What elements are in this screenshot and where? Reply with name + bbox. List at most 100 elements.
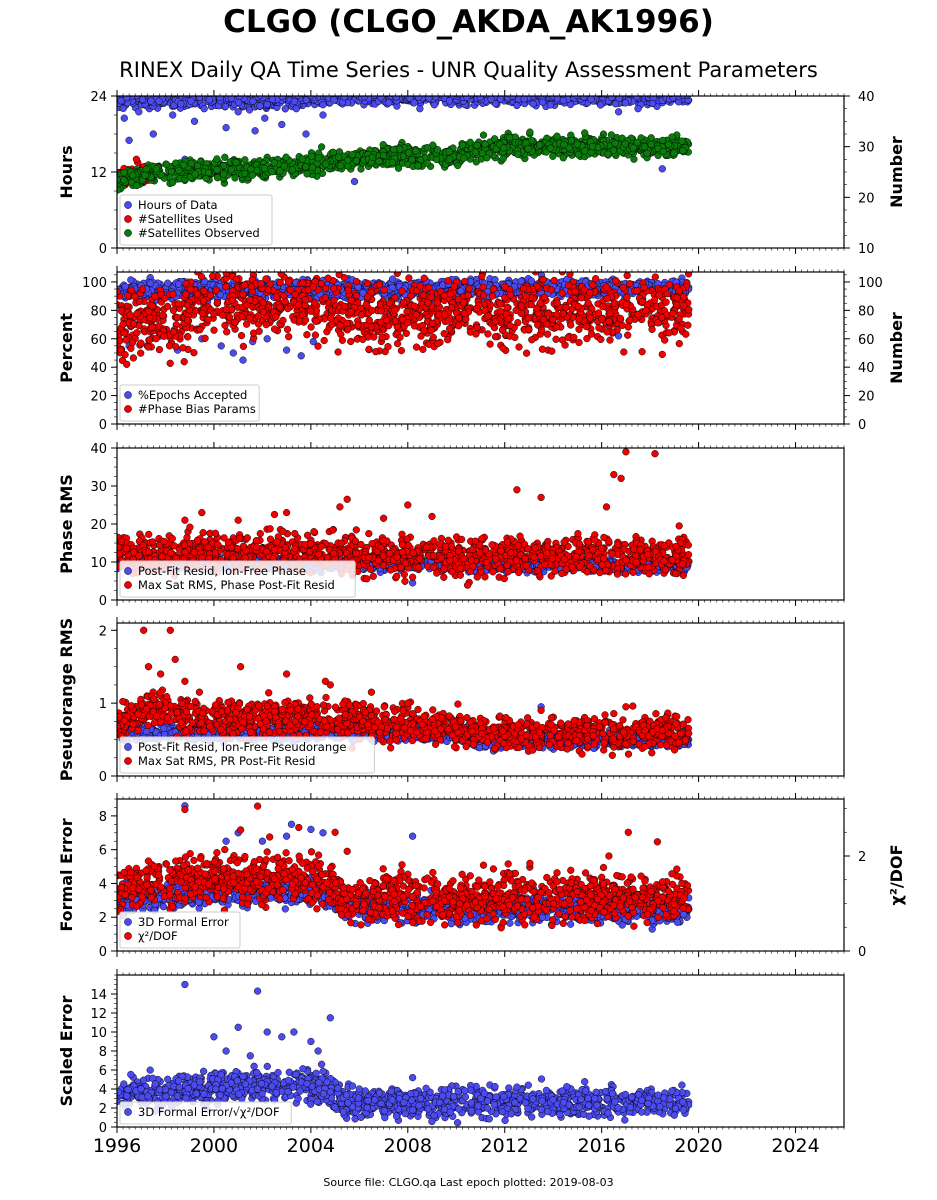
y-axis-label-right: Number	[887, 136, 906, 208]
data-point	[402, 96, 405, 97]
data-point	[284, 96, 288, 97]
data-point	[227, 89, 234, 96]
data-point	[180, 358, 188, 366]
data-point	[684, 321, 692, 329]
data-point	[327, 314, 335, 322]
data-point	[663, 96, 667, 97]
data-point	[564, 281, 573, 290]
data-point	[634, 86, 641, 93]
data-point	[368, 88, 375, 95]
data-point	[581, 147, 589, 155]
data-point	[669, 96, 677, 102]
data-point	[630, 155, 638, 163]
data-point	[262, 320, 270, 329]
data-point	[147, 97, 155, 105]
data-point	[227, 96, 231, 97]
data-point	[220, 170, 228, 178]
data-point	[476, 96, 481, 97]
data-point	[515, 343, 523, 351]
data-point	[204, 168, 213, 177]
data-point	[294, 96, 302, 100]
data-point	[213, 96, 218, 97]
data-point	[651, 273, 659, 281]
y-tick-label-right: 30	[858, 141, 875, 156]
data-point	[314, 342, 322, 350]
data-point	[247, 87, 254, 94]
data-point	[234, 98, 243, 107]
legend-box	[119, 194, 273, 246]
data-point	[444, 317, 453, 325]
legend: Hours of Data#Satellites Used#Satellites…	[119, 194, 273, 246]
data-point	[447, 88, 454, 95]
data-point	[558, 289, 566, 297]
data-point	[308, 163, 317, 171]
data-point	[162, 160, 171, 168]
data-point	[543, 330, 552, 338]
data-point	[213, 174, 222, 182]
data-point	[528, 336, 536, 344]
data-point	[446, 155, 454, 163]
data-point	[484, 330, 492, 338]
data-point	[282, 346, 291, 354]
data-point	[243, 96, 246, 97]
data-point	[641, 96, 644, 97]
data-point	[682, 87, 689, 94]
data-point	[311, 86, 318, 93]
data-point	[135, 108, 143, 116]
data-point	[380, 286, 388, 294]
data-point	[466, 328, 475, 336]
data-point	[191, 170, 199, 178]
y-tick-label-right: 40	[858, 361, 875, 376]
data-point	[618, 321, 627, 330]
data-point	[604, 150, 612, 158]
data-point	[277, 96, 281, 97]
data-point	[335, 153, 343, 161]
data-point	[375, 88, 382, 95]
data-point	[133, 181, 141, 190]
data-point	[252, 88, 259, 95]
data-point	[152, 165, 161, 173]
data-point	[314, 154, 323, 162]
y-tick-label-right: 20	[858, 390, 875, 405]
data-point	[298, 155, 307, 163]
data-point	[379, 85, 386, 92]
data-point	[633, 138, 641, 147]
data-point	[196, 326, 204, 334]
data-point	[173, 96, 176, 97]
data-point	[680, 293, 688, 301]
data-point	[401, 263, 408, 270]
data-point	[118, 89, 125, 96]
data-point	[385, 99, 393, 107]
data-point	[336, 322, 344, 330]
data-point	[464, 291, 472, 300]
data-point	[501, 283, 509, 291]
data-point	[393, 87, 400, 94]
data-point	[129, 171, 137, 179]
data-point	[227, 166, 235, 174]
data-point	[532, 96, 535, 97]
data-point	[553, 132, 561, 140]
data-point	[622, 96, 626, 97]
data-point	[596, 101, 605, 109]
data-point	[633, 96, 641, 101]
data-point	[530, 83, 537, 90]
data-point	[319, 111, 327, 119]
data-point	[201, 334, 209, 342]
data-point	[511, 333, 519, 342]
data-point	[213, 166, 221, 174]
data-point	[640, 283, 648, 292]
data-point	[527, 277, 536, 285]
data-point	[524, 145, 532, 153]
data-point	[120, 176, 128, 184]
data-point	[656, 88, 663, 95]
data-point	[496, 300, 504, 308]
data-point	[647, 87, 654, 94]
data-point	[298, 86, 305, 93]
data-point	[142, 165, 150, 173]
data-point	[615, 96, 623, 103]
data-point	[276, 278, 284, 287]
data-point	[605, 88, 612, 95]
data-point	[539, 275, 547, 284]
data-point	[479, 131, 488, 139]
